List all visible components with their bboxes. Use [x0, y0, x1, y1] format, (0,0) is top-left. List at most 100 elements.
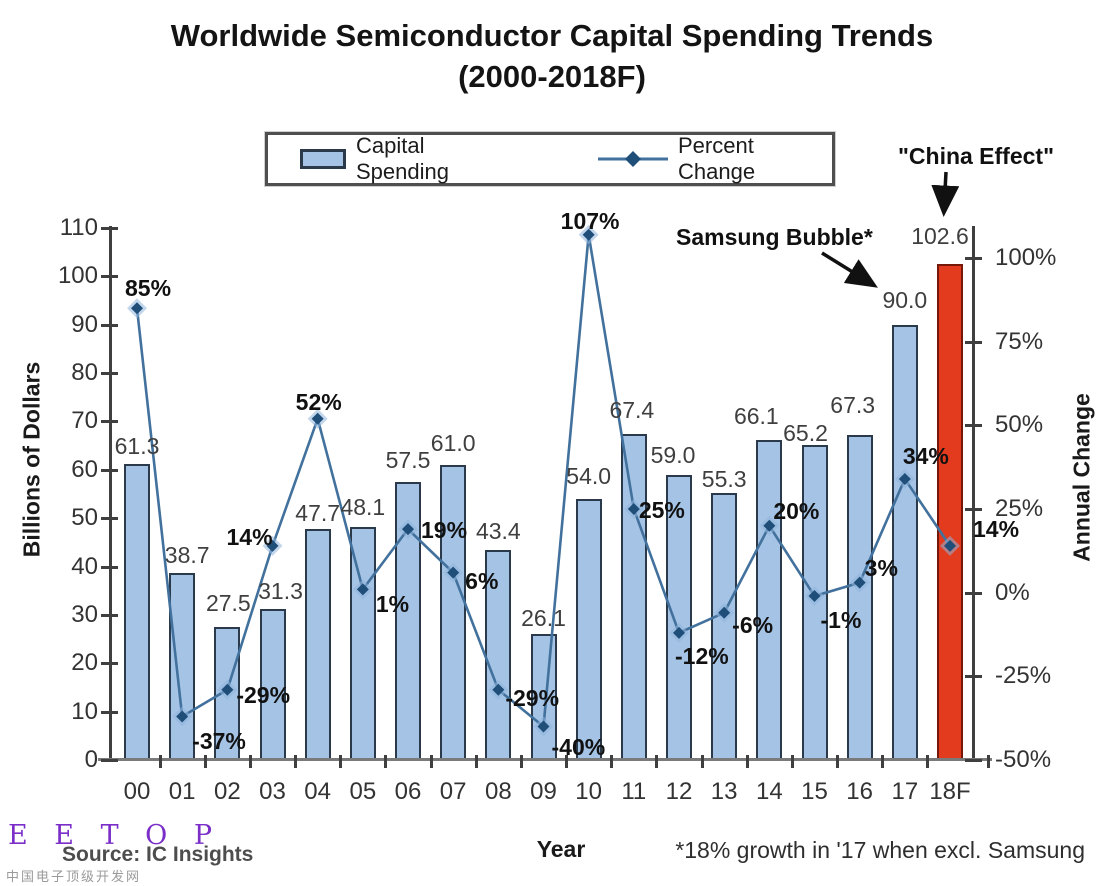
bar-value-label-06: 57.5 [385, 446, 431, 473]
left-axis-tick [101, 613, 118, 617]
pct-label-04: 52% [295, 388, 342, 415]
x-axis-tick [881, 755, 885, 768]
x-axis-tick [610, 755, 614, 768]
chart-title-line1: Worldwide Semiconductor Capital Spending… [170, 18, 934, 53]
legend-line-swatch [598, 151, 668, 167]
left-axis-tick-label: 0 [84, 746, 98, 773]
bar-16 [846, 434, 873, 760]
pct-label-06: 19% [421, 517, 468, 544]
left-axis-line [109, 226, 112, 762]
x-tick-label-02: 02 [213, 778, 241, 805]
left-axis-tick [101, 759, 118, 762]
legend: Capital Spending Percent Change [265, 132, 835, 186]
x-axis-tick [474, 755, 478, 768]
eetop-watermark: E E T O P [8, 820, 222, 851]
x-axis-end-tick [987, 755, 990, 768]
pct-label-07: 6% [465, 567, 499, 594]
bar-00 [124, 463, 150, 760]
bar-value-label-18F: 102.6 [911, 222, 969, 249]
bar-highlighted-18F [937, 263, 963, 760]
eetop-watermark-subtext: 中国电子顶级开发网 [6, 869, 142, 884]
right-axis-line [972, 226, 975, 762]
x-tick-label-18F: 18F [929, 778, 971, 805]
left-axis-tick [101, 517, 118, 521]
x-tick-label-11: 11 [621, 778, 647, 805]
x-tick-label-04: 04 [304, 778, 331, 805]
legend-label-capital-spending: Capital Spending [356, 133, 449, 184]
x-axis-tick [429, 755, 433, 768]
bar-value-label-17: 90.0 [882, 286, 928, 313]
x-tick-label-14: 14 [755, 778, 783, 805]
bar-value-label-00: 61.3 [114, 432, 160, 459]
bar-value-label-10: 54.0 [566, 462, 612, 489]
chart-title-line2: (2000-2018F) [458, 58, 646, 94]
x-axis-tick [700, 755, 704, 768]
footnote: *18% growth in '17 when excl. Samsung [675, 837, 1085, 863]
x-tick-label-15: 15 [801, 778, 828, 805]
x-tick-label-17: 17 [891, 778, 919, 805]
x-tick-label-05: 05 [349, 778, 377, 805]
bar-value-label-01: 38.7 [164, 541, 210, 568]
left-axis-tick [101, 323, 118, 327]
bar-value-label-14: 66.1 [733, 403, 779, 430]
left-axis-tick-label: 90 [71, 310, 98, 338]
bar-value-label-11: 67.4 [609, 397, 655, 424]
x-tick-label-00: 00 [123, 778, 151, 805]
left-axis-tick [101, 468, 118, 472]
x-tick-label-06: 06 [394, 778, 422, 805]
x-axis-tick [926, 755, 930, 768]
right-axis-tick [965, 508, 982, 512]
x-axis-tick [790, 755, 794, 768]
x-tick-label-01: 01 [168, 778, 196, 805]
pct-label-00: 85% [125, 275, 172, 302]
x-tick-label-13: 13 [710, 778, 738, 805]
x-axis-tick [294, 755, 298, 768]
pct-label-02: -29% [236, 681, 291, 708]
bar-value-label-09: 26.1 [521, 604, 566, 631]
right-axis-title: Annual Change [1068, 393, 1095, 562]
left-axis-tick-label: 110 [59, 214, 98, 241]
x-tick-label-09: 09 [530, 778, 557, 805]
left-axis-tick [101, 227, 118, 230]
bar-10 [575, 498, 602, 760]
x-axis-tick [339, 755, 343, 768]
bar-07 [440, 464, 467, 760]
pct-label-16: 3% [864, 554, 898, 581]
x-tick-label-08: 08 [484, 778, 512, 805]
x-axis-line [98, 758, 992, 761]
bar-05 [349, 527, 376, 760]
right-axis-tick [965, 424, 982, 428]
right-axis-tick-label: 75% [995, 327, 1044, 355]
source-credit: Source: IC Insights [62, 843, 254, 866]
left-axis-tick [101, 710, 118, 714]
bar-value-label-13: 55.3 [701, 465, 747, 492]
bar-value-label-16: 67.3 [830, 391, 876, 418]
pct-label-13: -6% [732, 611, 774, 638]
china-effect-arrow [931, 171, 960, 217]
left-axis-tick-label: 100 [57, 262, 98, 290]
right-axis-tick [965, 675, 982, 679]
left-axis-tick [101, 662, 118, 666]
left-axis-tick-label: 10 [71, 697, 98, 725]
x-tick-label-03: 03 [259, 778, 286, 805]
left-axis-tick-label: 50 [71, 504, 98, 532]
bar-value-label-05: 48.1 [340, 494, 386, 521]
bar-value-label-12: 59.0 [650, 441, 696, 468]
pct-label-11: 25% [638, 497, 685, 524]
right-axis-tick-label: 0% [995, 578, 1030, 606]
bar-11 [620, 434, 647, 760]
x-axis-title: Year [536, 836, 586, 862]
left-axis-tick-label: 60 [71, 455, 98, 483]
pct-label-01: -37% [192, 727, 246, 754]
x-axis-tick [203, 755, 207, 768]
left-axis-tick-label: 20 [71, 649, 98, 677]
pct-label-09: -40% [551, 733, 606, 760]
x-axis-tick [519, 755, 523, 768]
right-axis-tick-label: -50% [995, 746, 1052, 773]
right-axis-tick-label: 50% [995, 411, 1044, 439]
legend-bar-swatch [300, 149, 346, 169]
pct-label-12: -12% [675, 642, 729, 669]
x-axis-tick [248, 755, 252, 768]
bar-value-label-02: 27.5 [205, 590, 251, 616]
